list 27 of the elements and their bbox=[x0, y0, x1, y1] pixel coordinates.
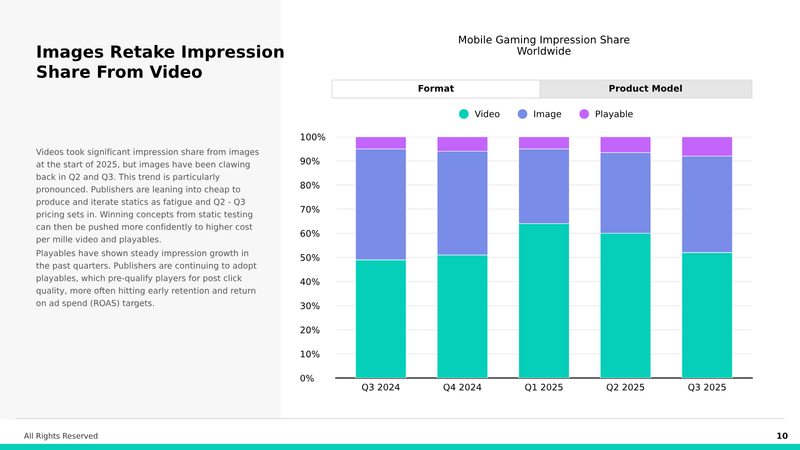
y-tick-label: 90% bbox=[300, 158, 320, 164]
chart-title: Mobile Gaming Impression Share bbox=[459, 35, 630, 46]
y-tick-label: 60% bbox=[300, 230, 320, 237]
y-tick-label: 0% bbox=[300, 374, 314, 382]
y-tick-label: 50% bbox=[300, 254, 320, 261]
x-tick-label: Q3 2024 bbox=[362, 384, 400, 392]
text: Format bbox=[418, 85, 454, 92]
legend-label: Video bbox=[474, 110, 500, 118]
y-tick-label: 10% bbox=[300, 350, 320, 358]
y-tick-label: 40% bbox=[300, 278, 320, 286]
text: Videos took significant impression share from images at the start of 2025, but images have been clawing back in Q2 and Q3. This trend is particularly pronounced. Publishers are leaning into cheap to produce and iterate statics as fatigue and Q2 - Q3 pricing sets in. Winning concepts from static testing can then be pushed more confidently to higher cost per mille video and playables. bbox=[36, 148, 259, 244]
legend-label: Playable bbox=[596, 110, 633, 120]
legend-label: Image bbox=[534, 110, 562, 120]
text: Playables have shown steady impression growth in the past quarters. Publishers are continuing to adopt playables, which pre-qualify players for post click quality, more often hitting early retention and return on ad spend (ROAS) targets. bbox=[36, 250, 256, 308]
y-tick-label: 70% bbox=[300, 206, 320, 213]
y-tick-label: 20% bbox=[300, 326, 320, 334]
y-tick-label: 80% bbox=[300, 182, 320, 189]
text: Images Retake Impression Share From Video bbox=[37, 45, 284, 78]
x-tick-label: Q3 2025 bbox=[688, 384, 726, 392]
x-tick-label: Q1 2025 bbox=[525, 384, 563, 392]
chart-subtitle: Worldwide bbox=[517, 46, 571, 55]
x-tick-label: Q4 2024 bbox=[444, 384, 482, 392]
x-tick-label: Q2 2025 bbox=[606, 384, 644, 392]
y-tick-label: 30% bbox=[300, 302, 320, 310]
y-tick-label: 100% bbox=[300, 134, 326, 140]
text: Product Model bbox=[610, 84, 682, 92]
text: 10 bbox=[777, 432, 788, 439]
